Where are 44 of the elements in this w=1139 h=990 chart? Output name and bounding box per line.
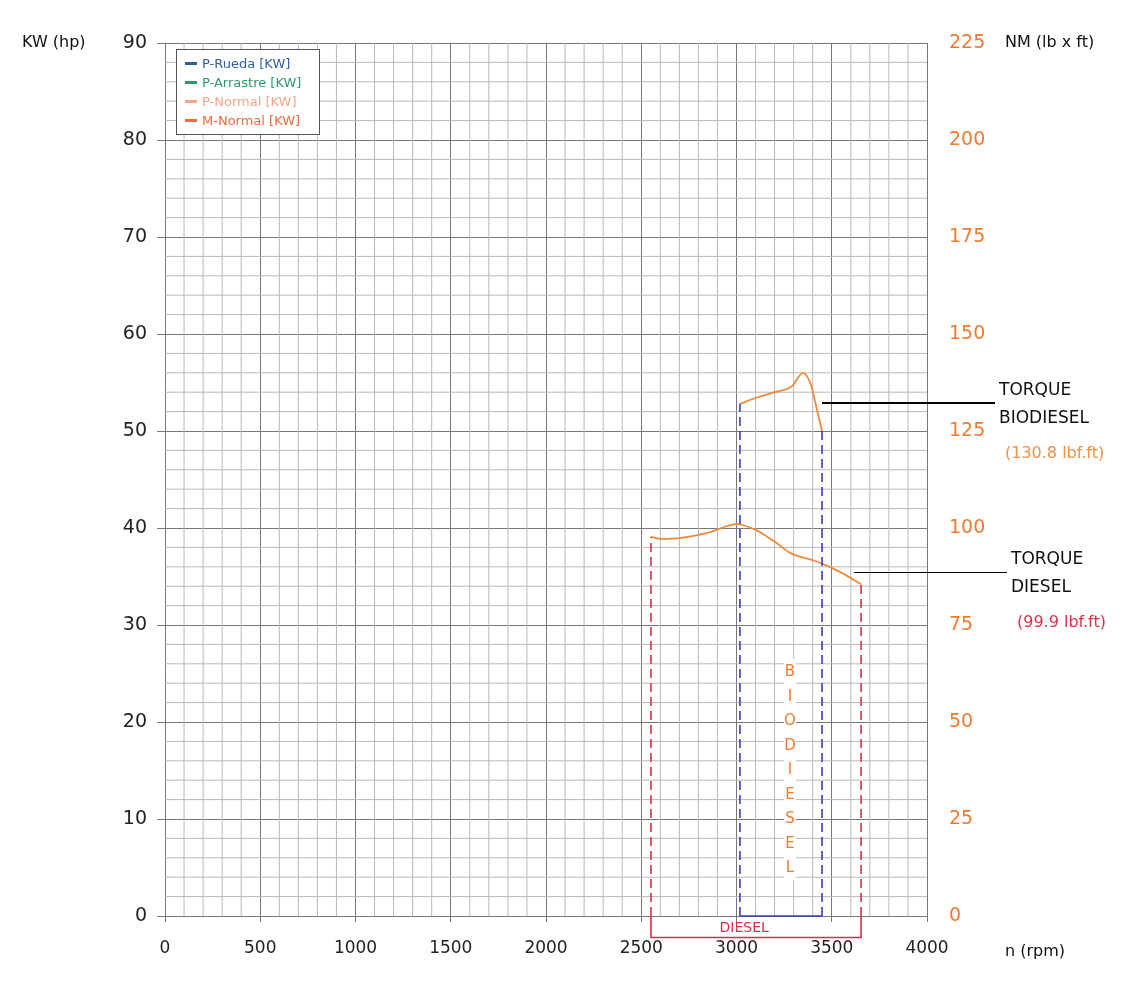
line-series [650, 523, 862, 586]
y2-tick-label: 50 [949, 708, 974, 731]
line-series [739, 371, 823, 432]
y-tick-label: 0 [134, 902, 147, 925]
text: TORQUE DIESEL [1011, 547, 1085, 599]
text: BIODIESEL [784, 662, 796, 876]
y2-tick-label: 25 [949, 805, 974, 828]
legend-label: P-Normal [KW] [202, 93, 297, 111]
x-tick-label: 0 [159, 936, 171, 957]
legend-label: M-Normal [KW] [202, 112, 301, 130]
x-tick-label: 500 [244, 936, 277, 957]
x-tick-label: 3500 [810, 936, 854, 957]
text: (99.9 lbf.ft) [1017, 612, 1106, 632]
x-tick-label: 1500 [429, 936, 473, 957]
x-tick-label: 3000 [714, 936, 759, 957]
y2-tick-label: 150 [949, 320, 986, 343]
x-tick-label: 1000 [333, 936, 378, 957]
y-tick-label: 90 [122, 29, 147, 52]
y2-tick-label: 175 [949, 223, 986, 246]
y2-tick-label: 75 [949, 611, 974, 634]
text: TORQUE BIODIESEL [999, 378, 1090, 429]
y2-tick-label: 200 [949, 126, 986, 149]
y2-tick-label: 100 [949, 514, 986, 537]
y-tick-label: 60 [122, 320, 147, 343]
x-tick-label: 2500 [619, 936, 663, 957]
x-tick-label: 4000 [905, 936, 949, 957]
y-tick-label: 20 [122, 708, 147, 731]
y-tick-label: 70 [122, 223, 147, 246]
y2-tick-label: 125 [949, 417, 986, 440]
y-tick-label: 50 [122, 417, 147, 440]
text: DIESEL [719, 919, 769, 935]
y2-tick-label: 0 [949, 902, 962, 925]
y2-axis-title: NM (lb x ft) [1005, 32, 1095, 52]
x-axis-title: n (rpm) [1005, 941, 1066, 961]
y-tick-label: 10 [122, 805, 147, 828]
y-tick-label: 80 [122, 126, 147, 149]
y-tick-label: 40 [122, 514, 147, 537]
y2-tick-label: 225 [949, 29, 986, 52]
x-tick-label: 2000 [524, 936, 568, 957]
y-axis-title: KW (hp) [22, 32, 86, 52]
text: (130.8 lbf.ft) [1005, 443, 1105, 462]
legend-label: P-Rueda [KW] [202, 55, 291, 73]
y-tick-label: 30 [122, 611, 147, 634]
legend-label: P-Arrastre [KW] [202, 74, 302, 92]
